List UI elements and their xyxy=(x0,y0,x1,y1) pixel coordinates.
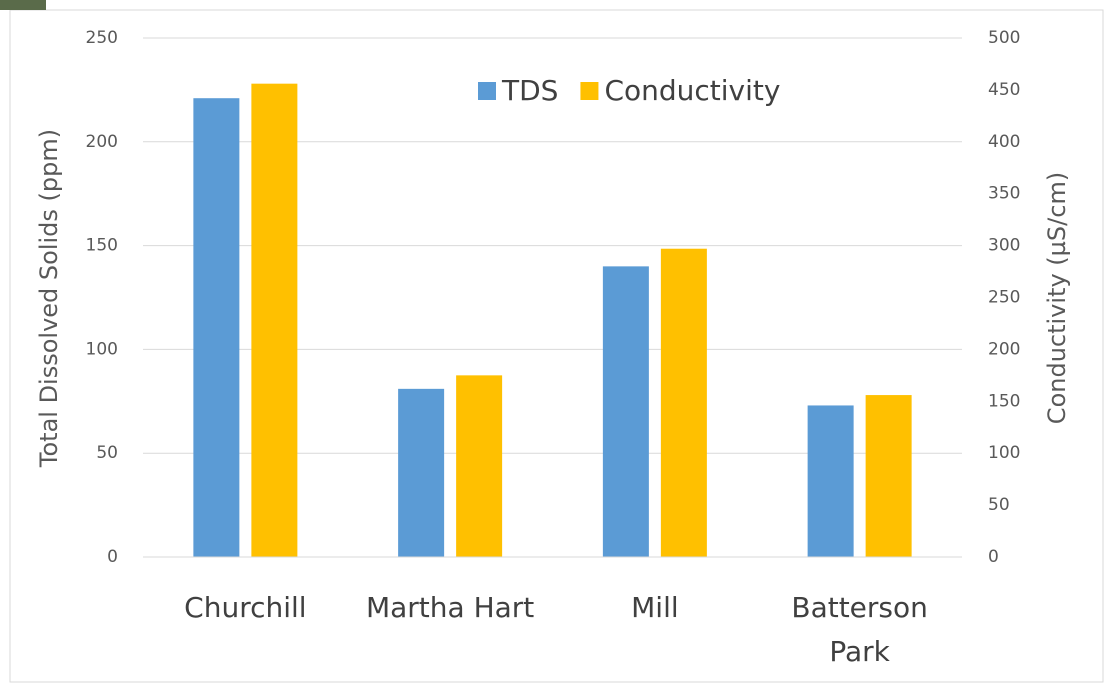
bar xyxy=(251,84,297,557)
y-tick-label: 0 xyxy=(107,547,118,567)
x-tick-label: Mill xyxy=(555,586,755,630)
x-tick-label: Batterson Park xyxy=(760,586,960,674)
y2-tick-label: 450 xyxy=(988,80,1020,100)
bar xyxy=(193,98,239,557)
y-tick-label: 200 xyxy=(86,132,118,152)
bar xyxy=(866,395,912,557)
legend-label: TDS xyxy=(501,74,558,107)
y2-tick-label: 100 xyxy=(988,443,1020,463)
page: {"chart_data": {"type": "bar", "categori… xyxy=(0,0,1104,683)
chart: Total Dissolved Solids (ppm) Conductivit… xyxy=(0,0,1104,683)
bar xyxy=(603,266,649,557)
y2-tick-label: 50 xyxy=(988,495,1010,515)
y2-tick-label: 0 xyxy=(988,547,999,567)
y-tick-label: 100 xyxy=(86,339,118,359)
y2-tick-label: 250 xyxy=(988,288,1020,308)
y-axis-title: Total Dissolved Solids (ppm) xyxy=(35,129,63,468)
chart-frame xyxy=(10,10,1103,682)
legend-label: Conductivity xyxy=(604,74,780,107)
y-tick-label: 150 xyxy=(86,236,118,256)
thumbnail xyxy=(0,0,46,10)
x-tick-label: Churchill xyxy=(145,586,345,630)
y2-tick-label: 400 xyxy=(988,132,1020,152)
y2-tick-label: 150 xyxy=(988,391,1020,411)
bar xyxy=(808,405,854,557)
legend-swatch xyxy=(580,82,598,100)
y2-tick-label: 200 xyxy=(988,339,1020,359)
y2-tick-label: 350 xyxy=(988,184,1020,204)
bar xyxy=(398,389,444,557)
y2-tick-label: 300 xyxy=(988,236,1020,256)
legend-swatch xyxy=(478,82,496,100)
bar xyxy=(456,375,502,557)
y2-tick-label: 500 xyxy=(988,28,1020,48)
y2-axis-title: Conductivity (µS/cm) xyxy=(1043,172,1071,424)
y-tick-label: 250 xyxy=(86,28,118,48)
x-tick-label: Martha Hart xyxy=(350,586,550,630)
y-tick-label: 50 xyxy=(96,443,118,463)
bar xyxy=(661,249,707,557)
